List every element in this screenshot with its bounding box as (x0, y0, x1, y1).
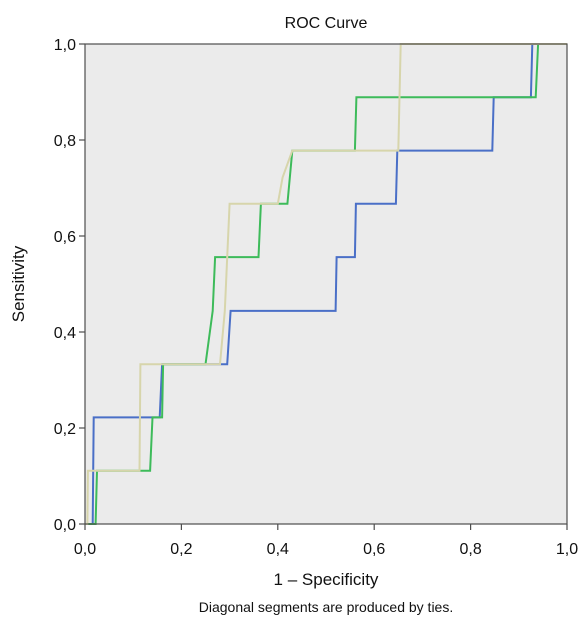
x-tick-label: 1,0 (556, 541, 578, 558)
x-tick-label: 0,2 (170, 541, 192, 558)
chart-title: ROC Curve (285, 15, 368, 32)
roc-series-line-2 (85, 43, 567, 525)
y-axis: 0,0 0,2 0,4 0,6 0,8 1,0 (54, 37, 85, 534)
x-axis: 0,0 0,2 0,4 0,6 0,8 1,0 (74, 524, 578, 558)
x-tick-label: 0,8 (459, 541, 481, 558)
y-tick-label: 0,0 (54, 517, 76, 534)
x-tick-label: 0,4 (267, 541, 289, 558)
y-tick-label: 0,4 (54, 325, 76, 342)
y-tick-label: 0,2 (54, 421, 76, 438)
y-axis-title: Sensitivity (9, 245, 28, 322)
x-tick-label: 0,0 (74, 541, 96, 558)
y-tick-label: 0,6 (54, 229, 76, 246)
y-tick-label: 0,8 (54, 133, 76, 150)
x-tick-label: 0,6 (363, 541, 385, 558)
x-axis-title: 1 – Specificity (274, 570, 379, 589)
roc-series-line-3 (85, 43, 567, 525)
series-layer (85, 43, 567, 525)
footnote: Diagonal segments are produced by ties. (199, 599, 453, 615)
plot-frame (84, 43, 568, 525)
y-tick-label: 1,0 (54, 37, 76, 54)
plot-area (85, 44, 567, 524)
